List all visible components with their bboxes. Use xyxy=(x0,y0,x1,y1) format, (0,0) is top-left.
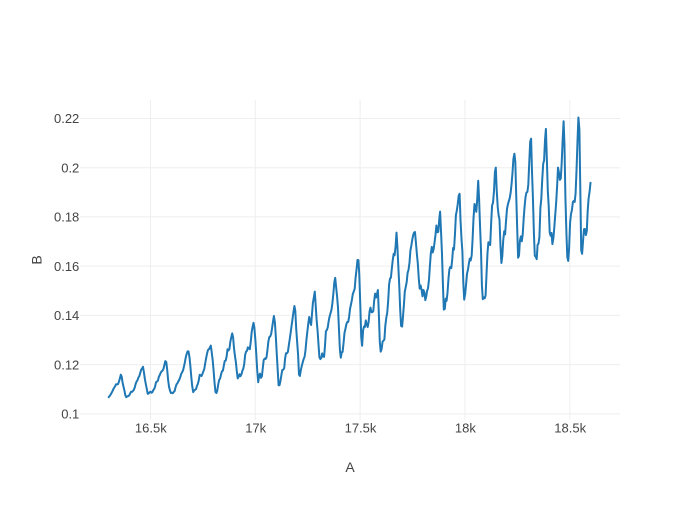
svg-text:0.22: 0.22 xyxy=(54,111,79,126)
svg-text:B: B xyxy=(29,255,45,264)
svg-text:0.2: 0.2 xyxy=(61,160,79,175)
svg-text:16.5k: 16.5k xyxy=(135,421,167,436)
svg-text:0.12: 0.12 xyxy=(54,357,79,372)
svg-text:17.5k: 17.5k xyxy=(345,421,377,436)
svg-text:A: A xyxy=(345,459,355,475)
svg-text:17k: 17k xyxy=(245,421,266,436)
svg-text:18k: 18k xyxy=(455,421,476,436)
svg-text:0.1: 0.1 xyxy=(61,407,79,422)
svg-text:0.18: 0.18 xyxy=(54,210,79,225)
svg-text:18.5k: 18.5k xyxy=(554,421,586,436)
svg-text:0.14: 0.14 xyxy=(54,308,79,323)
svg-text:0.16: 0.16 xyxy=(54,259,79,274)
